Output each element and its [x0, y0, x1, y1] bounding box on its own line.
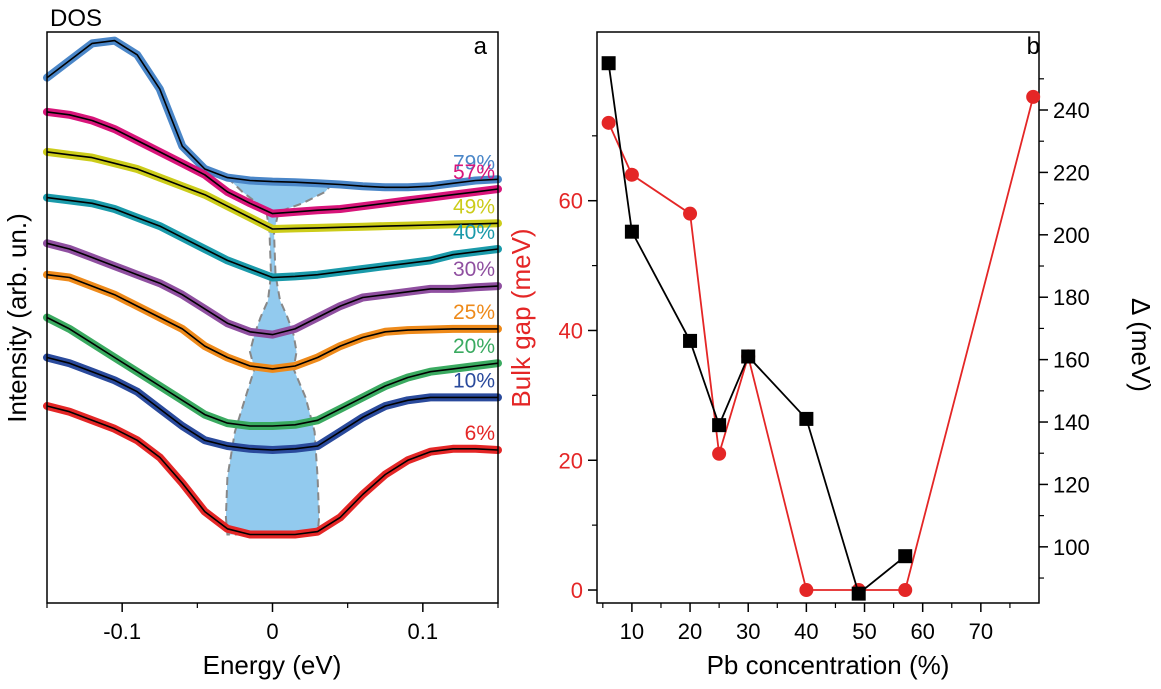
panel-b-xtick-label: 50 [852, 619, 876, 644]
dos-fit-line [46, 196, 499, 279]
panel-b-ytick-left-label: 60 [559, 189, 583, 214]
dos-curve-label: 49% [453, 195, 495, 218]
delta-point [712, 418, 727, 433]
dos-fit-line [46, 242, 499, 336]
dos-curve-label: 10% [453, 369, 495, 392]
panel-b-xtick-label: 60 [910, 619, 934, 644]
delta-point [741, 349, 756, 364]
panel-b-xtick-label: 20 [678, 619, 702, 644]
dos-curve-label: 40% [453, 221, 495, 244]
panel-a-letter: a [474, 33, 488, 60]
bulk-gap-point [898, 583, 913, 598]
dos-curve-label: 30% [453, 258, 495, 281]
panel-a: 79%57%49%40%30%25%20%10%6% -0.1 0 0.1 DOS … [2, 5, 502, 680]
dos-fit-line [46, 39, 499, 189]
dos-fit-line [46, 273, 498, 370]
bulk-gap-point [624, 167, 639, 182]
delta-point [799, 411, 814, 426]
panel-b-ytick-left-label: 40 [559, 318, 583, 343]
panel-a-xtick-label: 0.1 [408, 619, 439, 644]
panel-b-xtick-label: 40 [794, 619, 818, 644]
dos-curve-label: 6% [465, 422, 495, 445]
bulk-gap-point [712, 446, 727, 461]
panel-b-ytick-right-label: 100 [1053, 535, 1090, 560]
panel-b-xlabel: Pb concentration (%) [707, 650, 950, 680]
panel-b-xtick-label: 70 [969, 619, 993, 644]
dos-curve-label: 25% [453, 301, 495, 324]
panel-b-ylabel-left: Bulk gap (meV) [506, 228, 536, 407]
panel-a-xlabel: Energy (eV) [203, 650, 342, 680]
panel-b-ytick-right-label: 120 [1053, 472, 1090, 497]
bulk-gap-point [1026, 89, 1041, 104]
panel-b-ytick-left-label: 20 [559, 448, 583, 473]
panel-a-xtick-label: 0 [266, 619, 278, 644]
panel-b-series [601, 56, 1041, 601]
delta-point [898, 549, 913, 564]
panel-b-ytick-right-label: 180 [1053, 285, 1090, 310]
panel-b-xtick-label: 30 [736, 619, 760, 644]
bulk-gap-line [607, 96, 1035, 591]
delta-line [607, 63, 906, 596]
panel-a-ylabel: Intensity (arb. un.) [2, 213, 32, 423]
panel-b-letter: b [1027, 33, 1040, 60]
panel-b-ytick-right-label: 220 [1053, 160, 1090, 185]
delta-point [601, 56, 616, 71]
panel-b-xtick-label: 10 [620, 619, 644, 644]
bulk-gap-point [601, 115, 616, 130]
delta-point [851, 586, 866, 601]
panel-b-ytick-right-label: 160 [1053, 348, 1090, 373]
panel-b-ylabel-right: Δ (meV) [1126, 298, 1156, 392]
delta-point [624, 224, 639, 239]
panel-a-title: DOS [50, 5, 102, 32]
dos-fit-line [46, 316, 499, 427]
delta-point [683, 333, 698, 348]
dos-curve-label: 57% [453, 161, 495, 184]
panel-b-frame [596, 31, 1040, 604]
bulk-gap-point [683, 206, 698, 221]
bulk-gap-point [799, 583, 814, 598]
panel-b-ytick-right-label: 200 [1053, 223, 1090, 248]
panel-b-axes: 10 20 30 40 50 60 70 0 20 40 60 100 120 140 160 180 200 2… [559, 31, 1090, 644]
dos-curve-label: 20% [453, 335, 495, 358]
panel-a-xtick-label: -0.1 [103, 619, 141, 644]
panel-b: 10 20 30 40 50 60 70 0 20 40 60 100 120 140 160 180 200 2… [506, 31, 1156, 680]
dos-curves: 79%57% 49% 40% 30% 25% 20% 10% 6% [43, 36, 502, 539]
panel-b-ytick-left-label: 0 [571, 578, 583, 603]
panel-a-axes: -0.1 0 0.1 [46, 31, 499, 644]
panel-b-ytick-right-label: 140 [1053, 410, 1090, 435]
dos-curve-label: 79% [453, 151, 495, 174]
dos-fit-line [46, 111, 499, 215]
dos-fit-line [46, 356, 498, 451]
dos-fit-line [46, 151, 499, 230]
panel-b-ytick-right-label: 240 [1053, 98, 1090, 123]
dos-fit-line [46, 405, 499, 536]
